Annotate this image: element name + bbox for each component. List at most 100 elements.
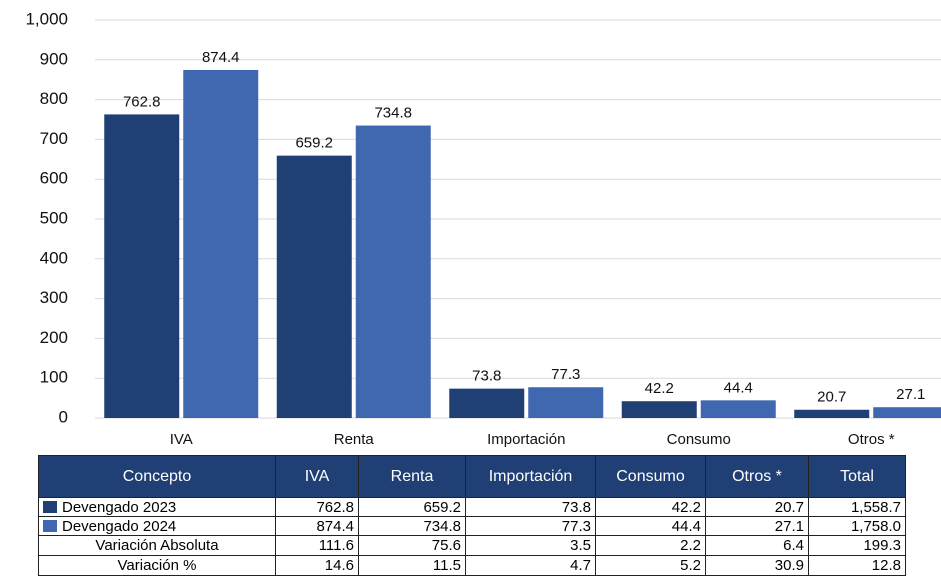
table-header: Consumo	[595, 455, 706, 498]
bar	[873, 407, 941, 418]
data-label: 659.2	[295, 135, 333, 152]
table-header-text: Renta	[390, 467, 434, 485]
table-header-text: Concepto	[122, 467, 192, 485]
bar	[528, 387, 604, 418]
row-name: Variación Absoluta	[38, 535, 276, 556]
table-value: 4.7	[465, 555, 596, 576]
y-tick-label: 1,000	[25, 9, 68, 28]
bar	[700, 400, 776, 418]
data-label: 762.8	[123, 93, 161, 110]
bar	[183, 69, 259, 418]
bar	[449, 388, 525, 418]
table-total: 1,758.0	[808, 516, 906, 536]
legend-label: Devengado 2024	[62, 517, 177, 535]
chart: 0 100 200 300 400 500 600 700 800 900 1,000 IVA 762.…	[25, 9, 941, 448]
bar	[276, 155, 352, 418]
y-tick-label: 100	[40, 368, 68, 387]
legend-label: Devengado 2023	[62, 498, 177, 516]
x-tick-label: Renta	[334, 431, 375, 448]
table-value-text: 4.7	[570, 557, 591, 574]
table-value-text: 874.4	[316, 517, 354, 535]
table-value: 20.7	[705, 497, 809, 517]
data-label: 42.2	[645, 380, 674, 397]
table-value: 5.2	[595, 555, 706, 576]
table-value: 874.4	[275, 516, 359, 536]
data-label: 734.8	[374, 105, 412, 122]
x-tick-label: Consumo	[667, 431, 731, 448]
y-tick-label: 0	[59, 407, 68, 426]
table-header: Otros *	[705, 455, 809, 498]
table-header: Renta	[358, 455, 466, 498]
bar	[621, 401, 697, 418]
table-header-text: Otros *	[732, 467, 782, 485]
table-value-text: 44.4	[671, 517, 701, 535]
table-value: 75.6	[358, 535, 466, 556]
legend-swatch	[43, 501, 57, 513]
y-tick-label: 300	[40, 288, 68, 307]
table-total-text: 1,758.0	[850, 517, 901, 535]
table-total-text: 1,558.7	[850, 498, 901, 516]
table-value: 2.2	[595, 535, 706, 556]
table-value-text: 75.6	[431, 537, 461, 554]
table-value: 11.5	[358, 555, 466, 576]
y-tick-label: 400	[40, 248, 68, 267]
table-header: IVA	[275, 455, 359, 498]
table-value: 111.6	[275, 535, 359, 556]
table-value: 734.8	[358, 516, 466, 536]
table-value-text: 3.5	[570, 537, 591, 554]
table-value: 30.9	[705, 555, 809, 576]
table-value: 199.3	[808, 535, 906, 556]
data-label: 20.7	[817, 389, 846, 406]
bar	[355, 125, 431, 419]
table-value: 762.8	[275, 497, 359, 517]
table-value-text: 42.2	[671, 498, 701, 516]
table-value: 73.8	[465, 497, 596, 517]
table-value-text: 659.2	[423, 498, 461, 516]
table-value-text: 30.9	[774, 557, 804, 574]
table-value-text: 2.2	[680, 537, 701, 554]
table-header-text: Consumo	[616, 467, 685, 485]
row-name-text: Variación Absoluta	[95, 537, 219, 554]
table-value: 12.8	[808, 555, 906, 576]
table-value: 6.4	[705, 535, 809, 556]
legend-row-name: Devengado 2024	[38, 516, 276, 536]
legend-swatch	[43, 520, 57, 532]
table-value: 659.2	[358, 497, 466, 517]
table-value-text: 73.8	[561, 498, 591, 516]
y-tick-label: 600	[40, 169, 68, 188]
x-tick-label: IVA	[170, 431, 193, 448]
table-value: 3.5	[465, 535, 596, 556]
x-tick-label: Otros *	[848, 431, 895, 448]
table-value: 14.6	[275, 555, 359, 576]
table-value-text: 199.3	[863, 537, 901, 554]
y-tick-label: 200	[40, 328, 68, 347]
table-header: Importación	[465, 455, 596, 498]
table-value-text: 6.4	[783, 537, 804, 554]
table-value-text: 11.5	[432, 557, 461, 574]
data-label: 77.3	[551, 366, 580, 383]
table-value-text: 734.8	[423, 517, 461, 535]
table-value-text: 12.8	[871, 557, 901, 574]
y-tick-label: 700	[40, 129, 68, 148]
bar	[104, 114, 180, 418]
table-value-text: 14.6	[324, 557, 354, 574]
legend-row-name: Devengado 2023	[38, 497, 276, 517]
y-tick-label: 900	[40, 49, 68, 68]
table-value: 77.3	[465, 516, 596, 536]
table-header: Concepto	[38, 455, 276, 498]
bar	[794, 409, 870, 418]
data-label: 874.4	[202, 49, 240, 66]
table-header-text: Importación	[488, 467, 573, 485]
x-tick-label: Importación	[487, 431, 565, 448]
row-name: Variación %	[38, 555, 276, 576]
table-value-text: 111.6	[318, 537, 354, 554]
table-header-text: IVA	[304, 467, 330, 485]
data-label: 27.1	[896, 386, 925, 403]
table-value: 44.4	[595, 516, 706, 536]
data-label: 44.4	[724, 379, 753, 396]
row-name-text: Variación %	[117, 557, 197, 574]
table-value-text: 77.3	[561, 517, 591, 535]
table-value-text: 27.1	[774, 517, 804, 535]
data-label: 73.8	[472, 368, 501, 385]
table-value: 42.2	[595, 497, 706, 517]
